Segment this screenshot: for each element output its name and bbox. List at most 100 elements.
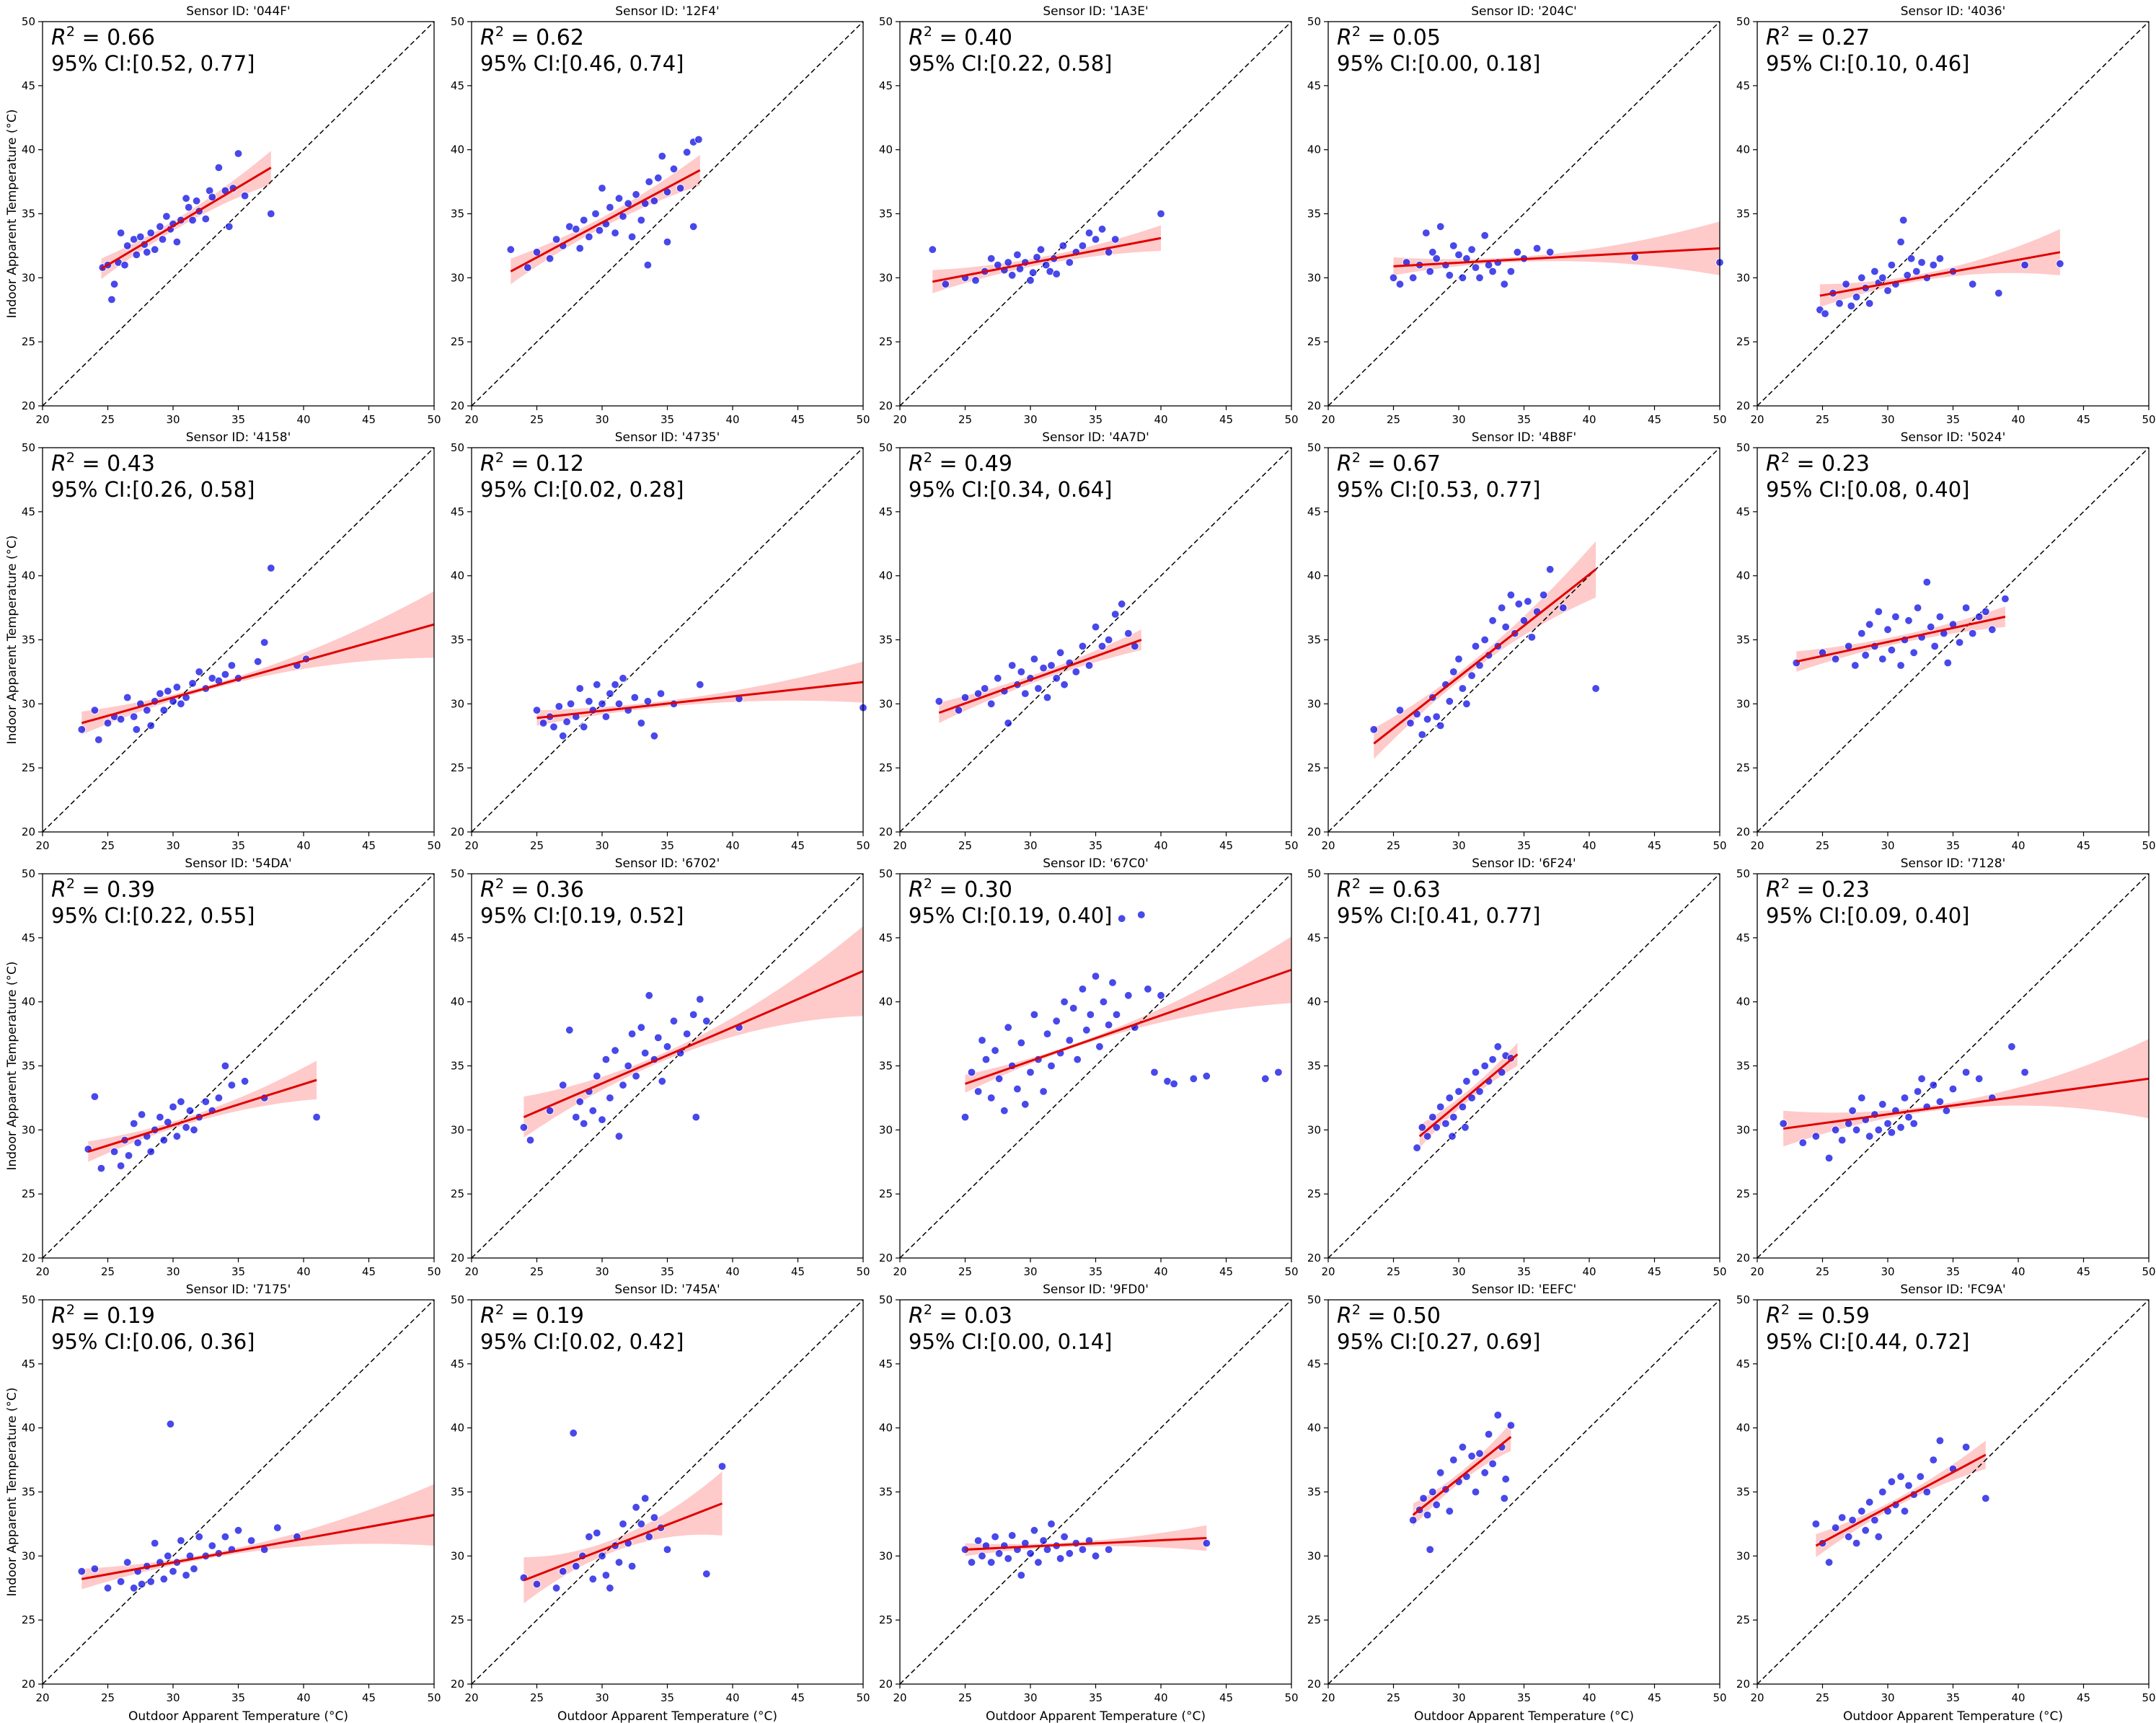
data-point [654, 1033, 663, 1042]
data-point [1034, 1558, 1043, 1567]
data-point [312, 1112, 321, 1122]
data-point [123, 693, 132, 702]
x-tick-label: 30 [1452, 839, 1465, 852]
data-point [1493, 1411, 1503, 1419]
regression-line [1782, 1077, 2150, 1130]
data-point [1033, 253, 1041, 262]
data-point [978, 1551, 986, 1561]
x-tick-label: 25 [530, 839, 544, 852]
x-tick-label: 30 [1881, 839, 1894, 852]
data-point [195, 668, 203, 676]
data-point [1865, 620, 1874, 629]
y-tick-label: 20 [451, 1252, 464, 1264]
data-point [1124, 991, 1133, 1000]
data-point [1852, 1125, 1861, 1135]
data-point [1821, 309, 1829, 318]
data-point [1084, 229, 1094, 237]
data-point [614, 699, 624, 709]
x-tick-label: 40 [1582, 413, 1596, 426]
x-tick-label: 20 [35, 1265, 49, 1278]
data-point [254, 657, 262, 666]
data-point [1961, 1068, 1971, 1077]
regression-line [932, 236, 1162, 283]
subplot-title: Sensor ID: '4A7D' [1042, 430, 1149, 445]
data-point [1448, 1132, 1457, 1140]
subplot-title: Sensor ID: '7128' [1901, 856, 2006, 871]
data-point [643, 697, 653, 706]
data-point [2056, 260, 2064, 268]
x-tick-label: 30 [1881, 413, 1894, 426]
data-point [1935, 254, 1945, 263]
data-point [1110, 235, 1120, 244]
ci-label: 95% CI:[0.00, 0.18] [1337, 51, 1540, 76]
y-tick-label: 25 [451, 1613, 464, 1626]
data-point [1078, 1545, 1087, 1554]
data-point [1878, 655, 1887, 663]
x-tick-label: 35 [1089, 1265, 1103, 1278]
x-tick-label: 35 [231, 1265, 245, 1278]
x-tick-label: 40 [2011, 839, 2025, 852]
y-tick-label: 30 [451, 271, 464, 284]
data-point [593, 1071, 601, 1081]
r-squared-label: R2 = 0.49 [909, 450, 1012, 477]
identity-line [1757, 447, 2150, 833]
data-point [90, 706, 100, 714]
ci-label: 95% CI:[0.22, 0.55] [51, 903, 255, 928]
data-point [1532, 244, 1542, 253]
y-tick-label: 50 [879, 15, 893, 28]
data-point [1824, 1153, 1834, 1163]
data-point [1030, 655, 1039, 663]
data-point [1157, 991, 1165, 1000]
y-tick-label: 40 [879, 143, 893, 156]
regression-line [87, 1078, 317, 1153]
y-tick-label: 50 [1307, 441, 1321, 454]
data-point [182, 1123, 190, 1132]
data-point [973, 1536, 983, 1545]
data-point [162, 212, 171, 221]
x-tick-label: 50 [856, 1265, 870, 1278]
r-squared-label: R2 = 0.39 [51, 876, 155, 903]
data-point [523, 263, 532, 272]
data-point [150, 1538, 159, 1548]
x-tick-label: 35 [1517, 413, 1531, 426]
data-point [598, 699, 606, 709]
y-tick-label: 25 [879, 1613, 893, 1626]
data-point [1831, 655, 1840, 663]
y-tick-label: 40 [451, 1422, 464, 1435]
x-tick-label: 40 [296, 839, 310, 852]
y-tick-label: 45 [879, 79, 893, 92]
subplot-title: Sensor ID: '044F' [186, 4, 290, 19]
data-point [637, 1520, 646, 1528]
subplot-title: Sensor ID: 'FC9A' [1900, 1283, 2005, 1297]
r-squared-label: R2 = 0.05 [1337, 24, 1441, 50]
data-point [1842, 280, 1850, 288]
data-point [133, 1138, 142, 1147]
x-tick-label: 35 [1089, 1691, 1103, 1704]
data-point [1968, 629, 1977, 638]
data-point [1545, 248, 1555, 257]
data-point [1852, 293, 1861, 301]
data-point [593, 1528, 601, 1538]
data-point [1480, 1061, 1489, 1071]
x-tick-label: 25 [1387, 1691, 1400, 1704]
subplot-title: Sensor ID: '5024' [1901, 430, 2006, 445]
data-point [1418, 1123, 1427, 1132]
x-tick-label: 20 [35, 413, 49, 426]
subplot-title: Sensor ID: '4735' [615, 430, 720, 445]
data-point [986, 699, 996, 709]
data-point [123, 1558, 132, 1567]
r-squared-label: R2 = 0.63 [1337, 876, 1441, 903]
y-tick-label: 25 [451, 335, 464, 348]
x-tick-label: 25 [530, 1265, 544, 1278]
identity-line [471, 447, 864, 833]
x-tick-label: 25 [101, 1265, 115, 1278]
confidence-band [536, 661, 863, 726]
data-point [658, 151, 667, 161]
data-point [240, 191, 249, 200]
identity-line [899, 447, 1292, 833]
data-point [1408, 273, 1418, 283]
data-point [539, 719, 548, 727]
x-tick-label: 30 [166, 1265, 180, 1278]
y-tick-label: 40 [1307, 996, 1321, 1009]
x-tick-label: 20 [1321, 1691, 1335, 1704]
